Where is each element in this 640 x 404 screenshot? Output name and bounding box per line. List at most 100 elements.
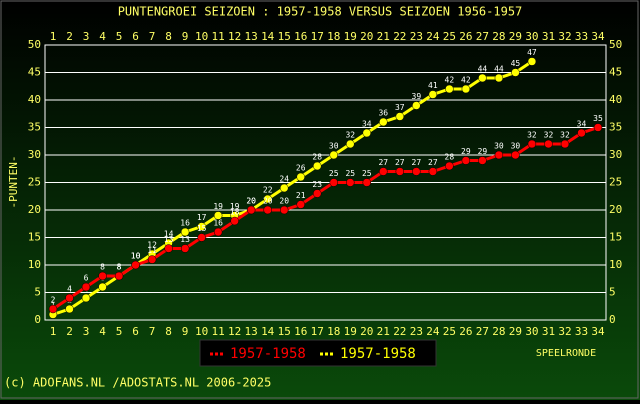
y-tick-label: 5 xyxy=(34,286,41,299)
y-tick-label: 50 xyxy=(28,38,41,51)
value-label: 29 xyxy=(478,147,488,156)
value-label: 16 xyxy=(180,219,190,228)
x-tick-label-top: 34 xyxy=(591,30,605,43)
x-tick-label-top: 2 xyxy=(66,30,73,43)
value-label: 28 xyxy=(445,153,455,162)
point xyxy=(379,167,388,176)
value-label: 47 xyxy=(527,48,537,57)
value-label: 25 xyxy=(345,169,355,178)
point xyxy=(180,227,190,237)
y2-tick-label: 35 xyxy=(609,121,622,134)
point xyxy=(428,167,438,176)
x-tick-label: 10 xyxy=(195,325,208,338)
x-tick-label: 28 xyxy=(492,325,505,338)
point xyxy=(395,167,405,176)
value-label: 32 xyxy=(345,131,355,140)
point xyxy=(98,271,107,281)
x-tick-label-top: 10 xyxy=(195,30,208,43)
x-tick-label-top: 12 xyxy=(228,30,241,43)
value-label: 12 xyxy=(147,241,157,250)
point xyxy=(527,139,537,149)
value-label: 10 xyxy=(131,252,141,261)
point xyxy=(560,139,570,149)
value-label: 19 xyxy=(230,202,240,211)
x-tick-label-top: 30 xyxy=(525,30,538,43)
y-tick-label: 30 xyxy=(28,148,41,161)
value-label: 20 xyxy=(279,197,289,206)
x-tick-label: 18 xyxy=(327,325,340,338)
value-label: 27 xyxy=(395,158,405,167)
x-tick-label-top: 27 xyxy=(476,30,489,43)
y2-tick-label: 45 xyxy=(609,66,622,79)
value-label: 18 xyxy=(230,208,240,217)
point xyxy=(131,260,140,270)
value-label: 34 xyxy=(362,120,372,129)
point xyxy=(346,139,355,149)
x-tick-label: 6 xyxy=(132,325,139,338)
point xyxy=(81,293,91,303)
point xyxy=(445,84,454,94)
x-tick-label-top: 20 xyxy=(360,30,373,43)
y2-tick-label: 10 xyxy=(609,258,622,271)
y2-tick-label: 0 xyxy=(609,313,616,326)
y-tick-label: 15 xyxy=(28,231,41,244)
point xyxy=(329,150,339,160)
x-tick-label-top: 13 xyxy=(245,30,258,43)
value-label: 19 xyxy=(213,202,223,211)
x-tick-label: 9 xyxy=(182,325,189,338)
value-label: 32 xyxy=(560,131,570,140)
point xyxy=(98,282,107,292)
y2-tick-label: 25 xyxy=(609,176,622,189)
point xyxy=(445,161,454,171)
value-label: 13 xyxy=(180,235,190,244)
value-label: 21 xyxy=(296,191,306,200)
x-tick-label: 30 xyxy=(525,325,538,338)
legend-label: 1957-1958 xyxy=(340,346,416,362)
point xyxy=(279,205,289,215)
value-label: 28 xyxy=(312,153,322,162)
x-tick-label-top: 15 xyxy=(278,30,291,43)
value-label: 37 xyxy=(395,103,405,112)
x-tick-label: 15 xyxy=(278,325,291,338)
point xyxy=(494,73,504,83)
value-label: 27 xyxy=(378,158,388,167)
point xyxy=(412,167,421,176)
point xyxy=(296,200,305,209)
value-label: 45 xyxy=(511,59,521,68)
point xyxy=(180,244,190,253)
x-tick-label: 2 xyxy=(66,325,73,338)
value-label: 27 xyxy=(412,158,422,167)
point xyxy=(263,205,272,215)
point xyxy=(230,216,239,226)
x-tick-label: 31 xyxy=(542,325,555,338)
value-label: 42 xyxy=(461,76,471,85)
point xyxy=(164,244,173,253)
y2-tick-label: 5 xyxy=(609,286,616,299)
x-tick-label-top: 6 xyxy=(132,30,139,43)
point xyxy=(379,117,388,127)
point xyxy=(511,68,520,77)
x-tick-label-top: 24 xyxy=(426,30,440,43)
x-tick-label-top: 18 xyxy=(327,30,340,43)
value-label: 44 xyxy=(494,65,504,74)
x-tick-label-top: 32 xyxy=(558,30,571,43)
point xyxy=(213,211,223,220)
value-label: 32 xyxy=(527,131,537,140)
x-tick-label-top: 17 xyxy=(311,30,324,43)
x-tick-label-top: 16 xyxy=(294,30,307,43)
x-axis-label: SPEELRONDE xyxy=(536,348,596,359)
value-label: 16 xyxy=(213,219,223,228)
y2-tick-label: 40 xyxy=(609,93,622,106)
value-label: 10 xyxy=(131,252,141,261)
value-label: 32 xyxy=(544,131,554,140)
value-label: 22 xyxy=(263,186,273,195)
point xyxy=(478,156,487,165)
x-tick-label-top: 14 xyxy=(261,30,275,43)
value-label: 23 xyxy=(312,180,322,189)
point xyxy=(114,271,124,281)
point xyxy=(461,84,471,94)
point xyxy=(577,128,586,138)
x-tick-label: 4 xyxy=(99,325,106,338)
value-label: 24 xyxy=(279,175,289,184)
